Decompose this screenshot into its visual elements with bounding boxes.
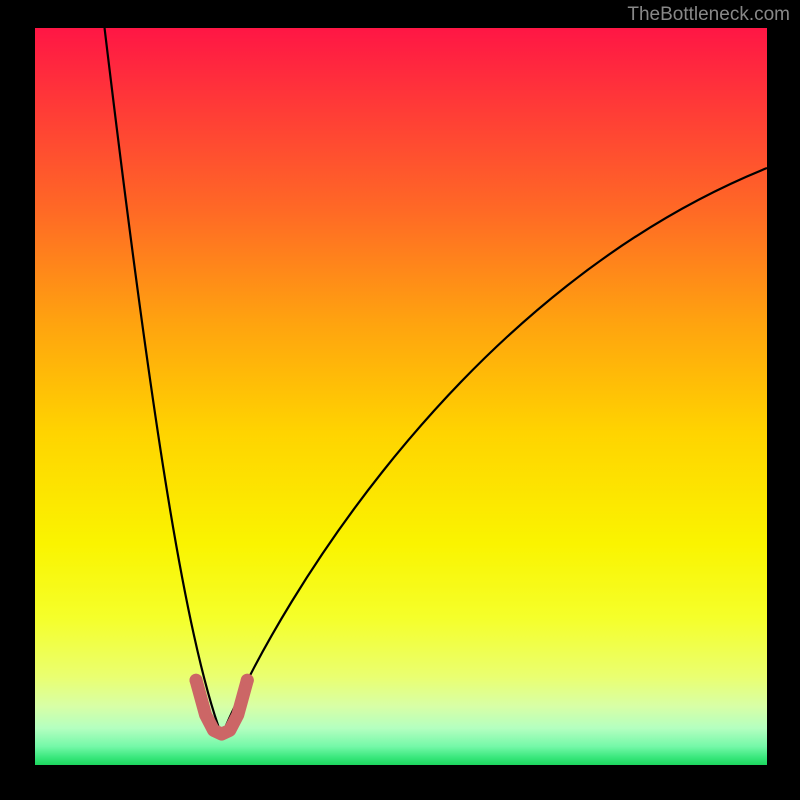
marker-dot-right xyxy=(241,674,254,687)
watermark-text: TheBottleneck.com xyxy=(627,4,790,26)
gradient-plot-area xyxy=(35,28,767,765)
marker-dot-left xyxy=(190,674,203,687)
chart-container: TheBottleneck.com xyxy=(0,0,800,800)
bottleneck-v-chart xyxy=(0,0,800,800)
